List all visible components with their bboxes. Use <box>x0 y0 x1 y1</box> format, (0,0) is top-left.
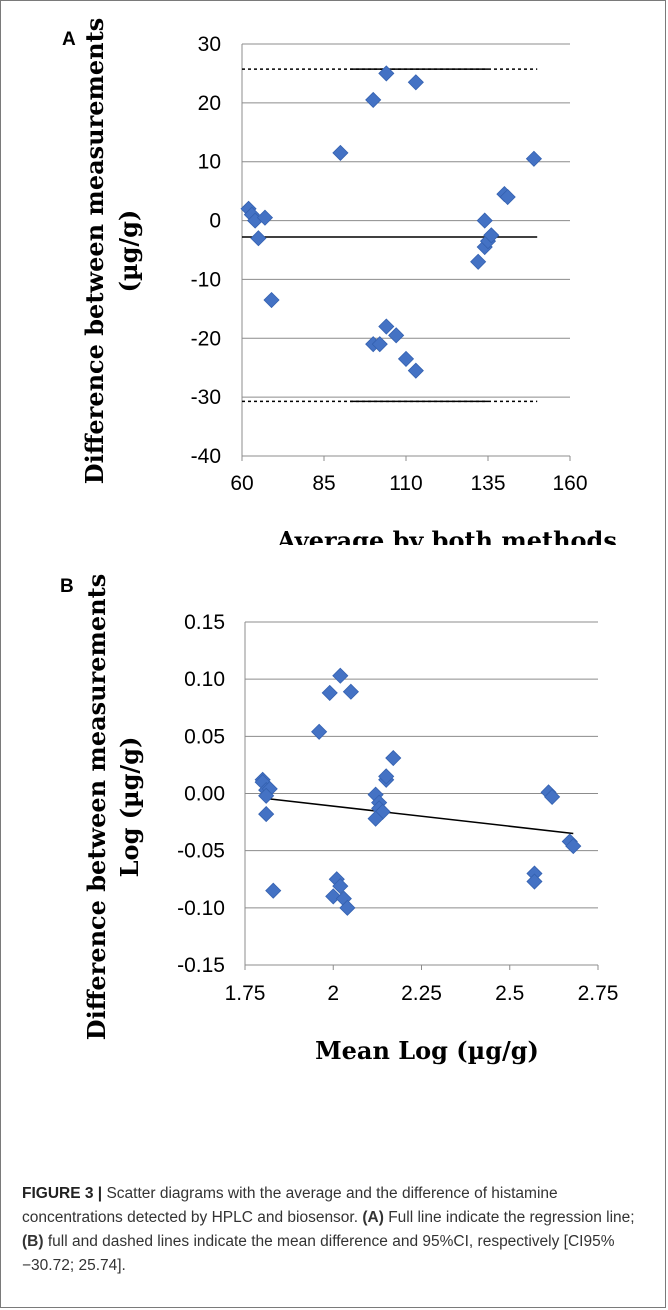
y-tick-label: -30 <box>191 386 221 409</box>
data-point <box>388 327 405 344</box>
x-axis-title: Mean Log (µg/g) <box>315 1036 539 1065</box>
caption-text-2: Full line indicate the regression line; <box>383 1209 635 1226</box>
caption-label: FIGURE 3 | <box>22 1185 103 1202</box>
data-point <box>407 362 424 379</box>
y-tick-label: 0.15 <box>184 611 225 634</box>
x-tick-label: 85 <box>312 472 335 495</box>
y-tick-label: -40 <box>191 445 221 468</box>
data-point <box>325 888 342 905</box>
y-axis-title: Difference between measurements <box>80 18 109 484</box>
x-axis-title: Average by both methods <box>276 526 617 545</box>
y-axis-title: Difference between measurements <box>82 574 111 1040</box>
x-tick-label: 2.5 <box>495 982 524 1005</box>
data-point <box>544 788 561 805</box>
x-tick-label: 160 <box>552 472 587 495</box>
panel-letter: B <box>60 576 74 597</box>
y-tick-label: -0.10 <box>177 897 225 920</box>
y-tick-label: 10 <box>198 151 221 174</box>
caption-text-3: full and dashed lines indicate the mean … <box>22 1233 615 1274</box>
x-tick-label: 135 <box>470 472 505 495</box>
panel-letter: A <box>62 29 76 50</box>
data-point <box>483 227 500 244</box>
data-point <box>378 768 395 785</box>
data-point <box>378 65 395 82</box>
data-point <box>385 749 402 767</box>
data-point <box>476 212 493 229</box>
data-point <box>407 74 424 91</box>
x-tick-label: 110 <box>389 472 422 495</box>
caption-panel-b-tag: (B) <box>22 1233 44 1250</box>
data-point <box>365 91 382 108</box>
data-point <box>499 188 516 206</box>
data-point <box>332 878 349 895</box>
data-point <box>258 806 275 823</box>
y-tick-label: 30 <box>198 33 221 56</box>
y-tick-label: -0.05 <box>177 840 225 863</box>
data-point <box>378 318 395 335</box>
y-tick-label: -20 <box>191 327 221 350</box>
x-tick-label: 1.75 <box>225 982 266 1005</box>
y-axis-title: (µg/g) <box>114 210 143 293</box>
y-axis-title: Log (µg/g) <box>115 737 144 878</box>
y-tick-label: 0.10 <box>184 668 225 691</box>
caption-text-1: Scatter diagrams with the average and th… <box>22 1185 558 1226</box>
x-tick-label: 2.25 <box>401 982 442 1005</box>
data-point <box>332 144 349 161</box>
data-point <box>265 882 282 899</box>
data-point <box>311 723 328 740</box>
caption-panel-a-tag: (A) <box>362 1209 384 1226</box>
data-point <box>250 230 267 247</box>
data-point <box>526 873 543 890</box>
y-tick-label: 20 <box>198 92 221 115</box>
data-point <box>321 684 338 701</box>
data-point <box>525 150 542 167</box>
data-point <box>367 810 384 827</box>
data-point <box>371 336 388 353</box>
data-point <box>342 683 359 700</box>
data-point <box>397 350 415 367</box>
y-tick-label: 0 <box>209 210 221 233</box>
data-point <box>565 838 582 855</box>
data-point <box>332 667 349 684</box>
y-tick-label: -0.15 <box>177 954 225 977</box>
chart-b: B 0.15 0.10 0.05 0.00 -0.05 -0.10 -0.151.75 2 2.2… <box>60 574 619 1065</box>
figure-caption: FIGURE 3 | Scatter diagrams with the ave… <box>22 1182 650 1278</box>
data-point <box>258 787 275 804</box>
x-tick-label: 60 <box>230 472 253 495</box>
data-point <box>470 253 487 270</box>
y-tick-label: 0.05 <box>184 725 225 748</box>
data-point <box>263 291 280 309</box>
data-point <box>339 899 356 916</box>
y-tick-label: -10 <box>191 268 221 291</box>
x-tick-label: 2 <box>327 982 339 1005</box>
x-tick-label: 2.75 <box>578 982 619 1005</box>
y-tick-label: 0.00 <box>184 783 225 806</box>
chart-a: A 30 20 10 0 -10 -20 -30 -40 60 85 110 135 160 Average… <box>62 18 617 545</box>
regression-line <box>262 797 574 835</box>
data-point <box>256 209 274 226</box>
